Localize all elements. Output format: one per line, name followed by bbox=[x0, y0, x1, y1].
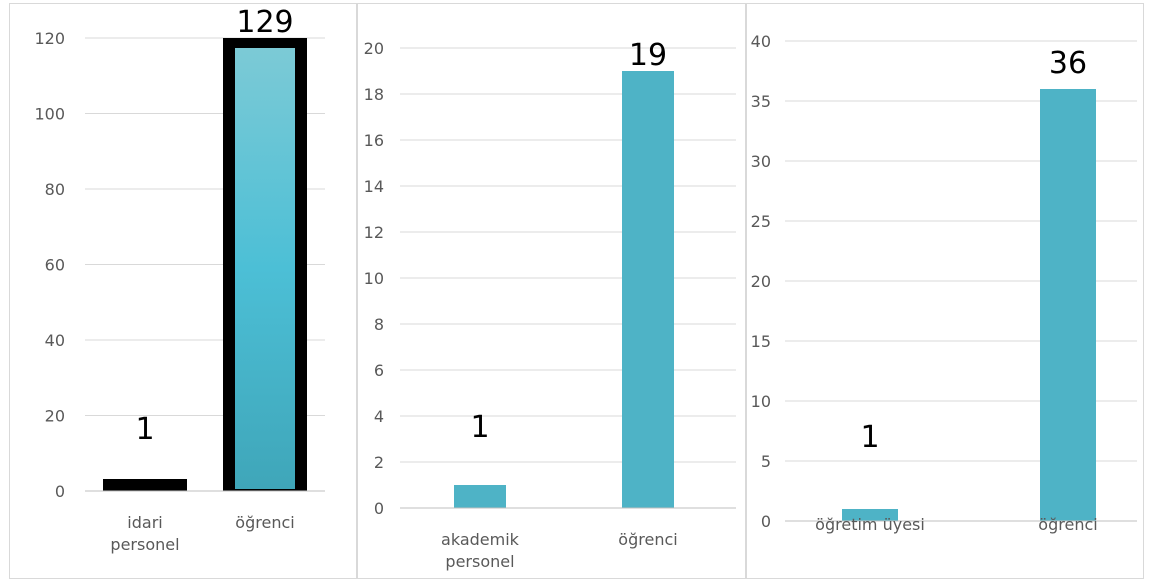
y-tick-label: 35 bbox=[751, 92, 771, 111]
y-tick-label: 20 bbox=[45, 407, 65, 426]
y-tick-label: 15 bbox=[751, 332, 771, 351]
y-tick-label: 16 bbox=[364, 131, 384, 150]
x-tick-label: öğrenci bbox=[1038, 515, 1097, 534]
y-tick-label: 18 bbox=[364, 85, 384, 104]
y-tick-label: 40 bbox=[45, 331, 65, 350]
bar bbox=[454, 485, 506, 508]
chart-1: 0 20 40 60 80 100 120 1 129 idari personel öğrenci bbox=[34, 5, 325, 554]
data-label: 1 bbox=[470, 410, 489, 445]
data-label: 1 bbox=[860, 420, 879, 455]
y-tick-label: 14 bbox=[364, 177, 384, 196]
bar bbox=[103, 479, 187, 491]
y-tick-label: 12 bbox=[364, 223, 384, 242]
chart-panel-2: 0 2 4 6 8 10 12 14 16 18 20 1 19 akademik personel öğre… bbox=[357, 3, 746, 579]
y-tick-label: 0 bbox=[55, 482, 65, 501]
data-label: 19 bbox=[629, 38, 667, 73]
bar bbox=[1040, 89, 1096, 521]
data-label: 36 bbox=[1049, 46, 1087, 81]
chart-panel-3: 0 5 10 15 20 25 30 35 40 1 36 öğretim üyesi öğrenci bbox=[746, 3, 1144, 579]
x-tick-label: akademik personel bbox=[441, 530, 520, 571]
x-tick-label: öğrenci bbox=[618, 530, 677, 549]
y-tick-label: 8 bbox=[374, 315, 384, 334]
y-tick-label: 25 bbox=[751, 212, 771, 231]
y-tick-label: 20 bbox=[751, 272, 771, 291]
y-tick-label: 20 bbox=[364, 39, 384, 58]
bar bbox=[622, 71, 674, 508]
y-tick-label: 2 bbox=[374, 453, 384, 472]
chart-3: 0 5 10 15 20 25 30 35 40 1 36 öğretim üyesi öğrenci bbox=[751, 32, 1137, 534]
data-label: 1 bbox=[135, 412, 154, 447]
x-tick-label: öğretim üyesi bbox=[815, 515, 925, 534]
y-tick-label: 100 bbox=[34, 105, 65, 124]
bar bbox=[842, 509, 898, 521]
chart-2: 0 2 4 6 8 10 12 14 16 18 20 1 19 akademik personel öğre… bbox=[364, 38, 736, 571]
y-tick-label: 40 bbox=[751, 32, 771, 51]
y-tick-label: 0 bbox=[761, 512, 771, 531]
x-tick-label: öğrenci bbox=[235, 513, 294, 532]
bar bbox=[235, 48, 295, 489]
y-tick-label: 5 bbox=[761, 452, 771, 471]
y-tick-label: 6 bbox=[374, 361, 384, 380]
data-label: 129 bbox=[236, 5, 293, 40]
y-tick-label: 4 bbox=[374, 407, 384, 426]
y-tick-label: 10 bbox=[751, 392, 771, 411]
y-tick-label: 10 bbox=[364, 269, 384, 288]
x-tick-label: idari personel bbox=[110, 513, 179, 554]
y-tick-label: 80 bbox=[45, 180, 65, 199]
chart-panel-1: 0 20 40 60 80 100 120 1 129 idari personel öğrenci bbox=[9, 3, 357, 579]
y-tick-label: 0 bbox=[374, 499, 384, 518]
y-tick-label: 60 bbox=[45, 256, 65, 275]
y-tick-label: 120 bbox=[34, 29, 65, 48]
y-tick-label: 30 bbox=[751, 152, 771, 171]
